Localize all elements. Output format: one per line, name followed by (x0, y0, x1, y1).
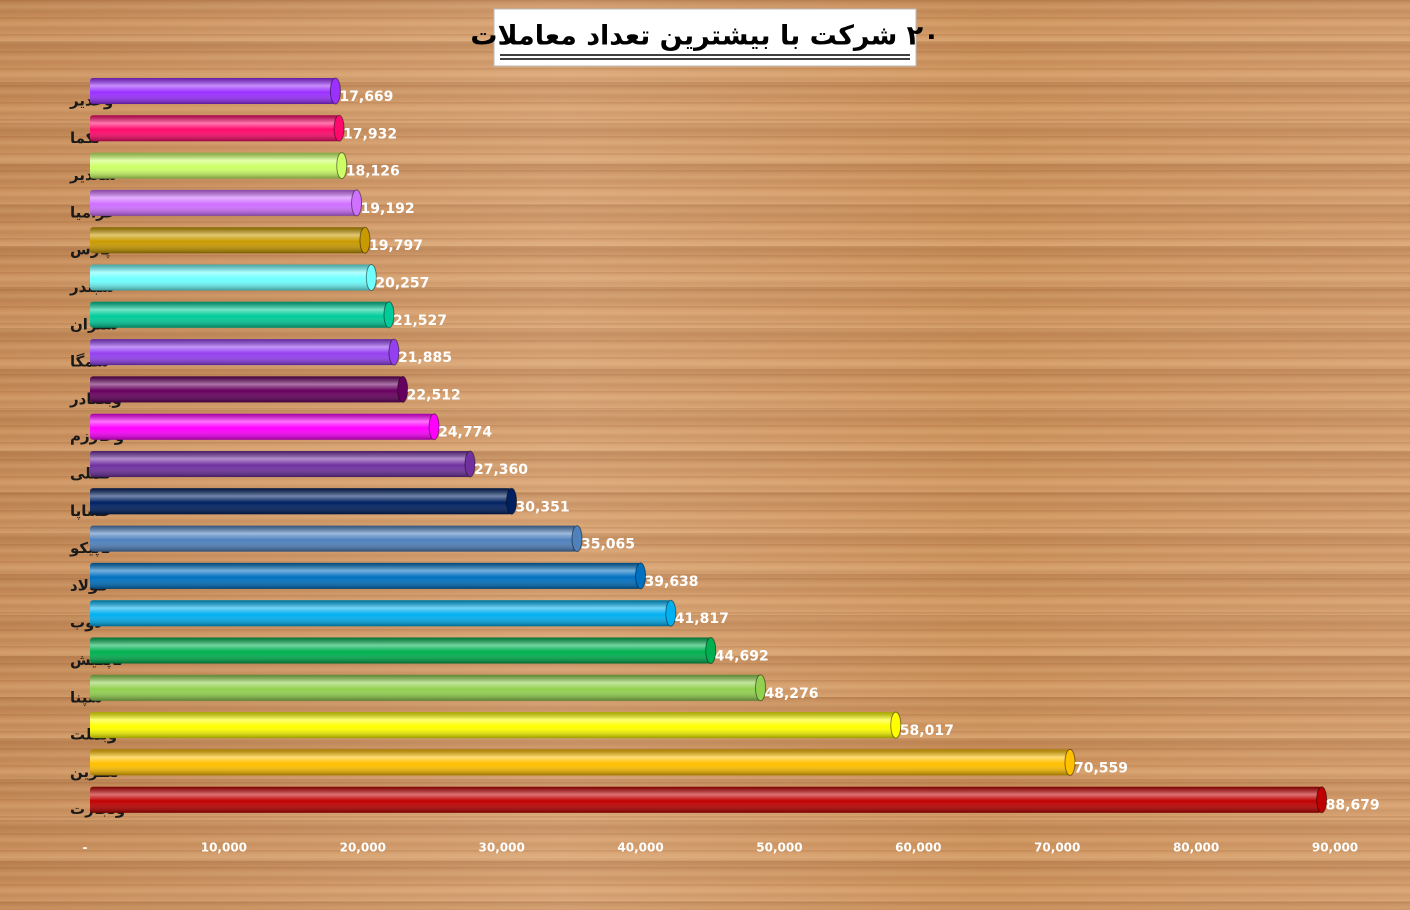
value-label: 48,276 (765, 686, 819, 702)
bar-cap (571, 525, 583, 553)
x-tick-label: 10,000 (201, 841, 247, 855)
value-label: 24,774 (438, 425, 492, 441)
bar-shade (90, 339, 394, 366)
bar-cap (351, 189, 363, 217)
value-label: 19,797 (369, 238, 423, 254)
bar-cap (464, 450, 476, 478)
bar-cap (1064, 748, 1076, 776)
value-label: 18,126 (346, 164, 400, 180)
title-box (493, 8, 917, 67)
bar-shade (90, 301, 389, 328)
bar-shade (90, 451, 470, 477)
x-tick-label: 40,000 (617, 841, 663, 855)
bar-cap (336, 152, 348, 180)
chart-title: ۲۰ شرکت با بیشترین تعداد معاملات (470, 21, 939, 52)
value-label: 21,527 (393, 313, 447, 329)
bar-cap (365, 264, 377, 291)
value-label: 35,065 (581, 537, 635, 553)
bar-shade (90, 413, 435, 440)
bar-shade (90, 115, 340, 142)
bar-shade (90, 637, 711, 664)
value-label: 21,885 (398, 350, 452, 366)
bar-cap (755, 674, 766, 702)
bar-shade (90, 152, 342, 179)
bar-cap (1316, 786, 1328, 814)
bar-cap (665, 599, 677, 627)
bar-shade (90, 78, 336, 104)
bar-shade (90, 488, 512, 515)
x-tick-label: 70,000 (1034, 841, 1080, 855)
bar-shade (90, 189, 357, 216)
value-label: 70,559 (1074, 760, 1128, 776)
value-label: 41,817 (675, 611, 729, 627)
bar-shade (90, 749, 1070, 776)
bar-cap (428, 413, 440, 441)
bar-cap (383, 301, 395, 329)
value-label: 27,360 (474, 462, 528, 478)
value-label: 19,192 (361, 201, 415, 217)
bar-cap (705, 637, 717, 664)
value-label: 17,669 (339, 89, 393, 105)
x-tick-label: 90,000 (1312, 841, 1358, 855)
value-label: 58,017 (900, 723, 954, 739)
bar-cap (388, 338, 400, 366)
value-label: 22,512 (407, 387, 461, 403)
bar-shade (90, 264, 372, 291)
bar-shade (90, 712, 896, 739)
bar-cap (890, 711, 902, 739)
bar-shade (90, 525, 578, 552)
x-tick-label: 60,000 (895, 841, 941, 855)
value-label: 44,692 (715, 649, 769, 665)
bar-shade (90, 674, 761, 701)
value-label: 30,351 (516, 499, 570, 515)
value-label: 20,257 (375, 276, 429, 292)
bar-shade (90, 562, 641, 589)
x-tick-label: 30,000 (479, 841, 525, 855)
bar-cap (635, 562, 647, 590)
x-tick-label: 50,000 (756, 841, 802, 855)
bar-shade (90, 786, 1322, 813)
value-label: 88,679 (1326, 798, 1380, 814)
bar-cap (359, 226, 371, 254)
value-label: 17,932 (343, 126, 397, 142)
bar-cap (397, 375, 409, 403)
bar-shade (90, 227, 365, 254)
bar-cap (329, 77, 341, 105)
bar-shade (90, 600, 671, 627)
bar-cap (506, 487, 518, 515)
x-tick-label: 20,000 (340, 841, 386, 855)
bar-cap (333, 114, 345, 142)
x-tick-label: - (83, 841, 88, 855)
bar-shade (90, 376, 403, 403)
value-label: 39,638 (645, 574, 699, 590)
x-tick-label: 80,000 (1173, 841, 1219, 855)
